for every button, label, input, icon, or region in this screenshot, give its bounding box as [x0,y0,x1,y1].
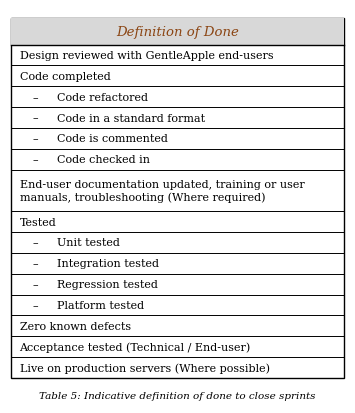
Text: –: – [33,134,38,144]
Text: –: – [33,300,38,310]
Text: –: – [33,155,38,165]
Text: Design reviewed with GentleApple end-users: Design reviewed with GentleApple end-use… [20,51,273,61]
Text: Integration tested: Integration tested [57,259,159,268]
Text: –: – [33,280,38,290]
Text: Acceptance tested (Technical / End-user): Acceptance tested (Technical / End-user) [20,342,251,352]
Text: Regression tested: Regression tested [57,280,158,290]
Text: Tested: Tested [20,217,56,227]
Text: Unit tested: Unit tested [57,238,120,248]
Text: Code checked in: Code checked in [57,155,150,165]
Text: Definition of Done: Definition of Done [116,26,239,38]
Text: –: – [33,238,38,248]
Text: Code is commented: Code is commented [57,134,168,144]
Text: Live on production servers (Where possible): Live on production servers (Where possib… [20,362,269,373]
Text: Platform tested: Platform tested [57,300,144,310]
Text: Zero known defects: Zero known defects [20,321,131,331]
Text: –: – [33,93,38,102]
Text: Code in a standard format: Code in a standard format [57,113,205,123]
Bar [11,19,344,378]
Text: –: – [33,113,38,123]
Text: Code refactored: Code refactored [57,93,148,102]
Text: Table 5: Indicative definition of done to close sprints: Table 5: Indicative definition of done t… [39,391,316,400]
Text: –: – [33,259,38,268]
Bar [11,19,344,45]
Text: Code completed: Code completed [20,72,110,82]
Text: End-user documentation updated, training or user
manuals, troubleshooting (Where: End-user documentation updated, training… [20,179,304,202]
